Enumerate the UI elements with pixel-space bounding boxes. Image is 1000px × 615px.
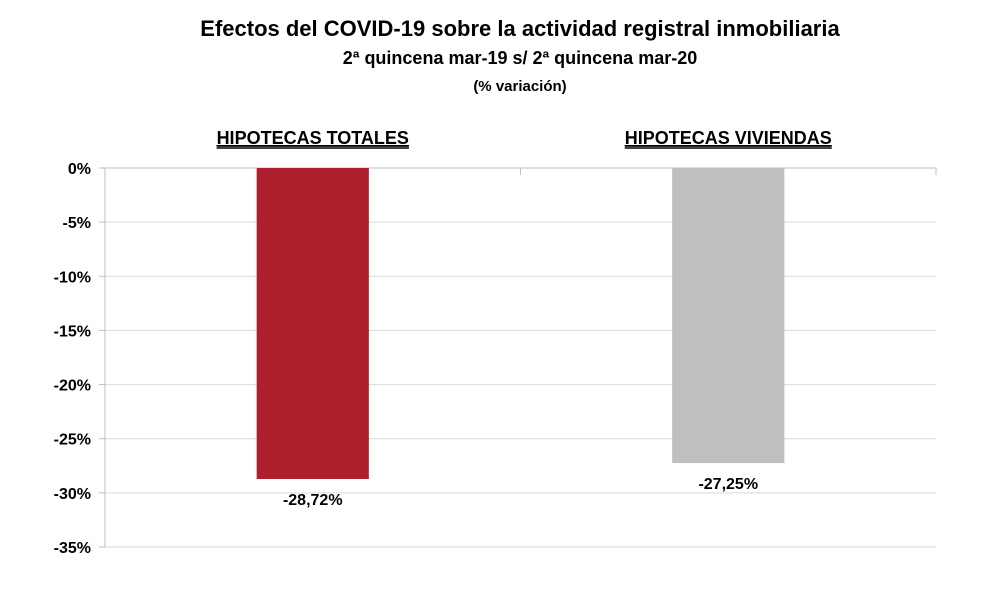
chart-title: Efectos del COVID-19 sobre la actividad … <box>200 16 840 41</box>
y-tick-label: -20% <box>54 378 91 395</box>
data-label: -27,25% <box>698 476 758 493</box>
bar <box>672 168 785 464</box>
y-tick-label: -30% <box>54 486 91 503</box>
y-tick-label: -35% <box>54 540 91 557</box>
y-tick-label: -25% <box>54 432 91 449</box>
y-tick-label: -10% <box>54 269 91 286</box>
y-tick-label: -15% <box>54 323 91 340</box>
chart-subtitle: 2ª quincena mar-19 s/ 2ª quincena mar-20 <box>342 48 698 68</box>
axes <box>99 167 937 548</box>
y-tick-label: -5% <box>63 215 91 232</box>
bar <box>256 168 369 479</box>
category-label: HIPOTECAS VIVIENDAS <box>625 128 832 148</box>
category-labels: HIPOTECAS TOTALES HIPOTECAS VIVIENDAS <box>216 128 832 149</box>
y-tick-label: 0% <box>68 161 91 178</box>
y-tick-labels: 0% -5% -10% -15% -20% -25% -30% -35% <box>54 161 91 557</box>
bars <box>256 168 785 479</box>
data-labels: -28,72% -27,25% <box>283 476 758 509</box>
data-label: -28,72% <box>283 492 343 509</box>
category-label: HIPOTECAS TOTALES <box>217 128 409 148</box>
gridlines <box>105 221 936 548</box>
chart-unit-label: (% variación) <box>473 78 567 95</box>
